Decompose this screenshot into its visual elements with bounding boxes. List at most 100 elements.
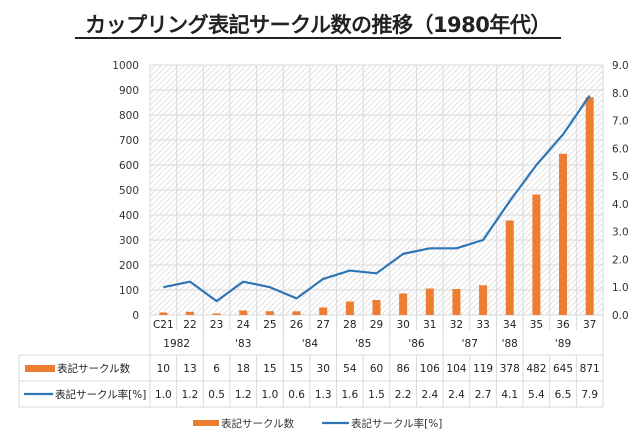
category-label: C21 <box>153 319 174 331</box>
right-axis-ticks: 0.0 1.0 2.0 3.0 4.0 5.0 6.0 7.0 8.0 9.0 <box>612 60 629 322</box>
rate-cell: 1.6 <box>342 389 359 401</box>
right-tick-label: 9.0 <box>612 60 629 72</box>
year-label: '89 <box>555 338 571 350</box>
rate-cell: 1.3 <box>315 389 332 401</box>
right-tick-label: 3.0 <box>612 227 629 239</box>
count-cell: 104 <box>446 363 466 375</box>
count-cell: 18 <box>237 363 250 375</box>
rate-cell: 1.5 <box>368 389 385 401</box>
chart-title: カップリング表記サークル数の推移（1980年代） <box>85 13 551 37</box>
row-header-rate: 表記サークル率[%] <box>55 388 146 401</box>
legend-entry: 表記サークル率[%] <box>351 417 442 430</box>
left-tick-label: 500 <box>119 185 139 197</box>
left-tick-label: 700 <box>119 135 139 147</box>
category-label: 29 <box>370 319 383 331</box>
bar <box>159 312 168 315</box>
bar <box>292 311 301 315</box>
count-cell: 482 <box>526 363 546 375</box>
count-cell: 60 <box>370 363 383 375</box>
year-label: '88 <box>502 338 518 350</box>
category-label: 23 <box>210 319 223 331</box>
category-label: 32 <box>450 319 463 331</box>
bar <box>452 289 461 315</box>
bar <box>585 97 594 315</box>
left-tick-label: 0 <box>132 310 139 322</box>
count-cell: 10 <box>157 363 170 375</box>
left-tick-label: 400 <box>119 210 139 222</box>
bar <box>425 288 434 315</box>
rate-cell: 2.2 <box>395 389 412 401</box>
left-tick-label: 1000 <box>112 60 139 72</box>
category-label: 26 <box>290 319 304 331</box>
count-cell: 86 <box>396 363 410 375</box>
count-cell: 6 <box>213 363 220 375</box>
rate-cell: 2.4 <box>448 389 465 401</box>
count-cell: 645 <box>553 363 573 375</box>
year-label: '84 <box>302 338 319 350</box>
right-tick-label: 5.0 <box>612 171 629 183</box>
category-label: 37 <box>583 319 596 331</box>
left-tick-label: 600 <box>119 160 139 172</box>
rate-cell: 1.2 <box>235 389 252 401</box>
year-label: 1982 <box>163 338 190 350</box>
right-tick-label: 2.0 <box>612 254 629 266</box>
bar <box>212 313 221 315</box>
rate-cell: 4.1 <box>501 389 518 401</box>
rate-cell: 0.6 <box>288 389 305 401</box>
count-cell: 54 <box>343 363 357 375</box>
bar <box>372 300 381 315</box>
count-cell: 871 <box>580 363 600 375</box>
category-label: 31 <box>423 319 436 331</box>
legend-bar-swatch <box>193 420 219 426</box>
year-label: '87 <box>462 338 478 350</box>
bar <box>319 307 328 315</box>
rate-cell: 2.4 <box>421 389 438 401</box>
right-tick-label: 6.0 <box>612 143 629 155</box>
count-cell: 30 <box>317 363 330 375</box>
bar <box>345 301 354 315</box>
bar-series <box>159 97 594 315</box>
right-tick-label: 8.0 <box>612 88 629 100</box>
category-label: 36 <box>556 319 570 331</box>
bar <box>265 311 274 315</box>
bar <box>239 310 248 315</box>
rate-cell: 1.0 <box>262 389 279 401</box>
category-label: 28 <box>343 319 356 331</box>
category-label: 33 <box>476 319 489 331</box>
count-cell: 119 <box>473 363 493 375</box>
left-tick-label: 800 <box>119 110 139 122</box>
bar <box>505 220 514 315</box>
title-underline <box>75 37 561 39</box>
bar-legend-key <box>25 365 55 372</box>
legend: 表記サークル数 表記サークル率[%] <box>193 417 442 430</box>
left-tick-label: 900 <box>119 85 139 97</box>
category-label: 22 <box>183 319 196 331</box>
left-tick-label: 300 <box>119 235 139 247</box>
line-series <box>163 94 591 303</box>
right-tick-label: 4.0 <box>612 199 629 211</box>
year-label: '83 <box>235 338 251 350</box>
right-tick-label: 7.0 <box>612 116 629 128</box>
left-tick-label: 200 <box>119 260 139 272</box>
category-label: 24 <box>237 319 251 331</box>
right-tick-label: 0.0 <box>612 310 629 322</box>
count-cell: 106 <box>420 363 440 375</box>
bar <box>532 194 541 315</box>
bar <box>559 153 568 315</box>
left-tick-label: 100 <box>119 285 139 297</box>
count-cell: 15 <box>290 363 303 375</box>
row-header-count: 表記サークル数 <box>57 362 131 375</box>
data-table: C21 22 23 24 25 26 27 28 29 30 31 32 33 34 35 36 37 1982 '… <box>18 315 604 408</box>
gridlines <box>149 64 604 316</box>
category-label: 35 <box>530 319 543 331</box>
category-label: 27 <box>317 319 330 331</box>
rate-cell: 0.5 <box>208 389 225 401</box>
rate-cell: 1.0 <box>155 389 172 401</box>
year-label: '86 <box>408 338 425 350</box>
left-axis-ticks: 0 100 200 300 400 500 600 700 800 900 1000 <box>112 60 139 322</box>
legend-entry: 表記サークル数 <box>221 417 295 430</box>
category-label: 25 <box>263 319 276 331</box>
rate-cell: 7.9 <box>581 389 598 401</box>
category-label: 34 <box>503 319 517 331</box>
